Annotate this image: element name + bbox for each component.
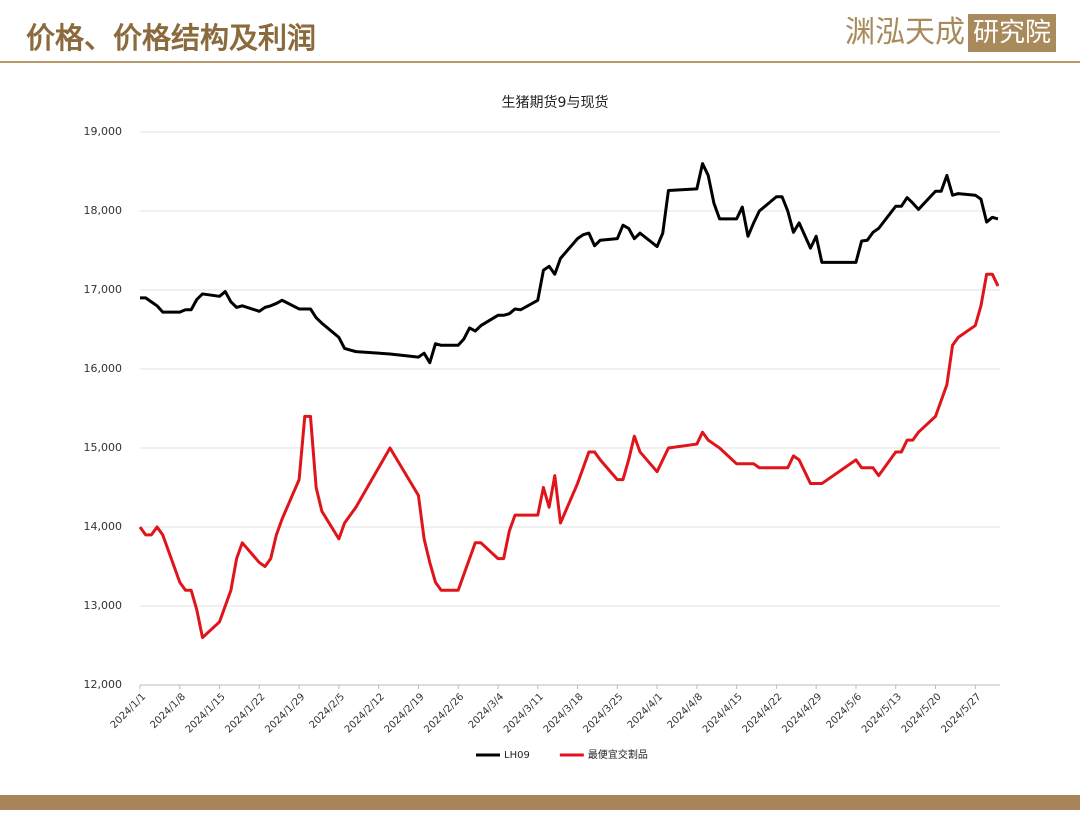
x-tick-label: 2024/4/15 xyxy=(701,691,745,735)
x-tick-label: 2024/1/8 xyxy=(148,691,188,731)
x-tick-label: 2024/2/26 xyxy=(422,691,466,735)
y-tick-label: 16,000 xyxy=(84,362,123,375)
chart-title: 生猪期货9与现货 xyxy=(502,94,609,111)
header-title: 价格、价格结构及利润 xyxy=(26,21,316,55)
x-tick-label: 2024/5/13 xyxy=(860,691,904,735)
logo-box xyxy=(968,14,1056,52)
x-tick-label: 2024/1/1 xyxy=(109,691,149,731)
x-tick-label: 2024/3/18 xyxy=(542,691,586,735)
x-tick-label: 2024/5/20 xyxy=(900,691,944,735)
x-tick-label: 2024/3/25 xyxy=(582,691,626,735)
x-tick-label: 2024/4/1 xyxy=(626,691,666,731)
series-line xyxy=(138,272,1000,640)
logo-box-text: 研究院 xyxy=(973,18,1051,48)
x-tick-label: 2024/3/4 xyxy=(467,691,507,731)
y-tick-label: 19,000 xyxy=(84,125,123,138)
y-tick-label: 18,000 xyxy=(84,204,123,217)
legend-label: LH09 xyxy=(504,750,530,761)
x-tick-label: 2024/3/11 xyxy=(502,691,546,735)
y-tick-label: 14,000 xyxy=(84,520,123,533)
series-line xyxy=(140,162,999,365)
x-tick-label: 2024/1/15 xyxy=(184,691,228,735)
x-tick-label: 2024/2/19 xyxy=(383,691,427,735)
x-tick-label: 2024/4/29 xyxy=(780,691,824,735)
x-tick-label: 2024/5/6 xyxy=(825,691,865,731)
y-tick-label: 15,000 xyxy=(84,441,123,454)
y-tick-label: 12,000 xyxy=(84,678,123,691)
y-tick-label: 13,000 xyxy=(84,599,123,612)
x-tick-label: 2024/2/5 xyxy=(308,691,348,731)
y-tick-label: 17,000 xyxy=(84,283,123,296)
legend-label: 最便宜交割品 xyxy=(588,748,648,761)
x-tick-label: 2024/4/8 xyxy=(666,691,706,731)
x-tick-label: 2024/1/29 xyxy=(263,691,307,735)
footer-band xyxy=(0,795,1080,810)
x-tick-label: 2024/4/22 xyxy=(741,691,785,735)
x-tick-label: 2024/5/27 xyxy=(939,691,983,735)
x-tick-label: 2024/2/12 xyxy=(343,691,387,735)
logo-main: 渊泓天成 xyxy=(845,15,965,50)
x-tick-label: 2024/1/22 xyxy=(224,691,268,735)
